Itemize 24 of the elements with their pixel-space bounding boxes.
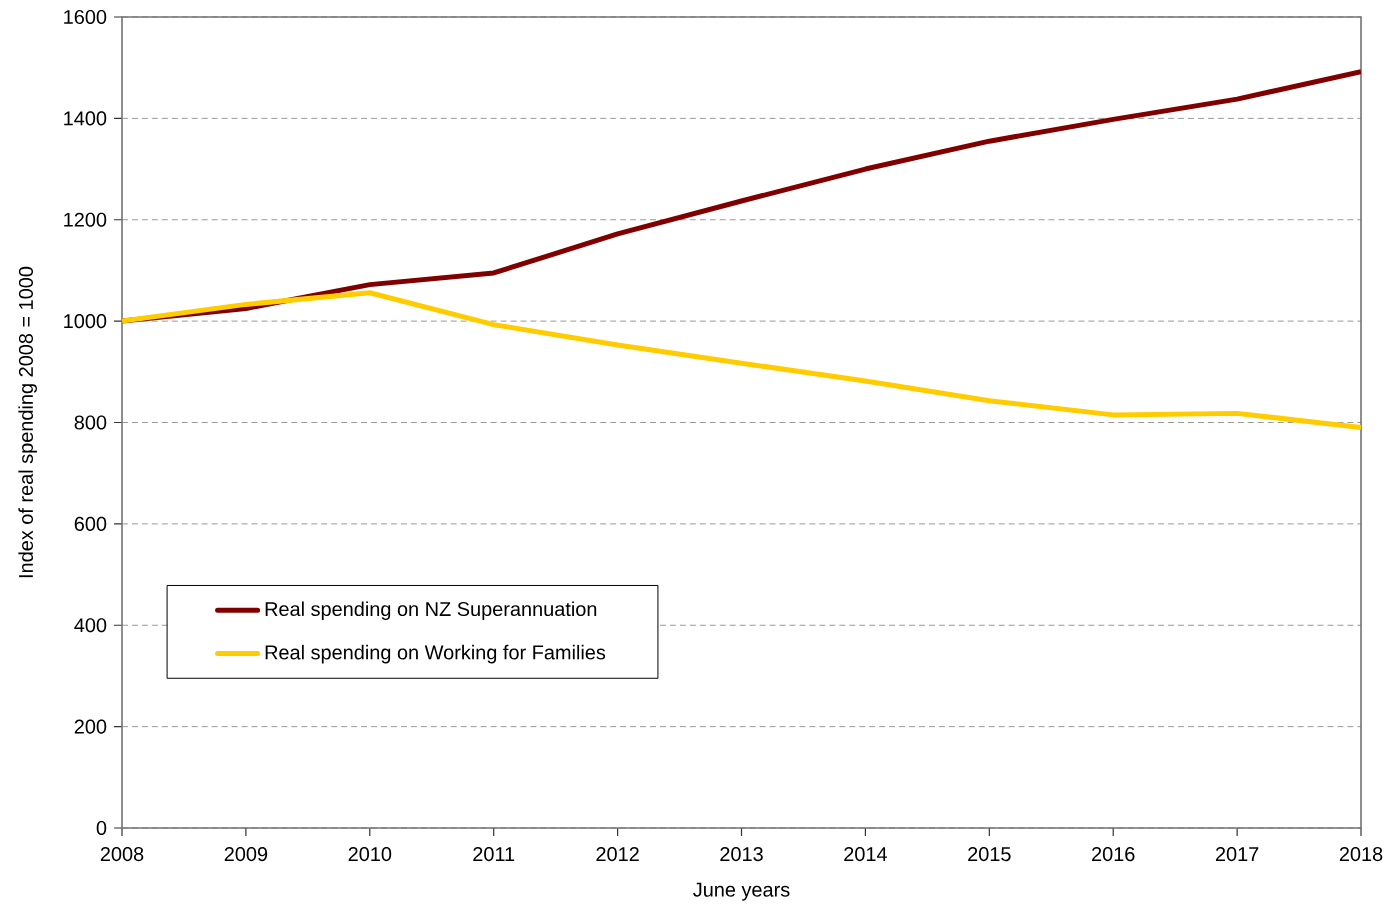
y-axis-title: Index of real spending 2008 = 1000 [18,266,37,578]
x-tick-label: 2008 [100,847,144,862]
y-tick-label: 600 [74,516,107,531]
y-tick-label: 1400 [64,111,107,126]
y-tick-label: 400 [74,618,107,633]
y-tick-label: 200 [74,719,107,734]
x-tick-label: 2011 [473,847,515,862]
x-tick-label: 2016 [1092,847,1135,862]
y-tick-label: 0 [96,820,107,836]
y-tick-label: 1200 [64,212,107,227]
y-tick-label: 1000 [64,314,107,329]
x-tick-label: 2018 [1339,847,1383,862]
x-tick-label: 2015 [968,847,1011,862]
x-tick-label: 2010 [348,847,392,862]
x-tick-label: 2009 [224,847,268,862]
x-tick-label: 2013 [720,847,763,862]
x-tick-label: 2014 [844,847,887,862]
y-tick-label: 1600 [64,9,107,25]
y-tick-label: 800 [74,415,107,430]
x-tick-label: 2017 [1215,847,1259,862]
legend-label: Real spending on NZ Superannuation [265,601,597,621]
legend-label: Real spending on Working for Families [265,644,606,664]
x-tick-label: 2012 [596,847,639,862]
x-axis-title: June years [693,882,790,901]
